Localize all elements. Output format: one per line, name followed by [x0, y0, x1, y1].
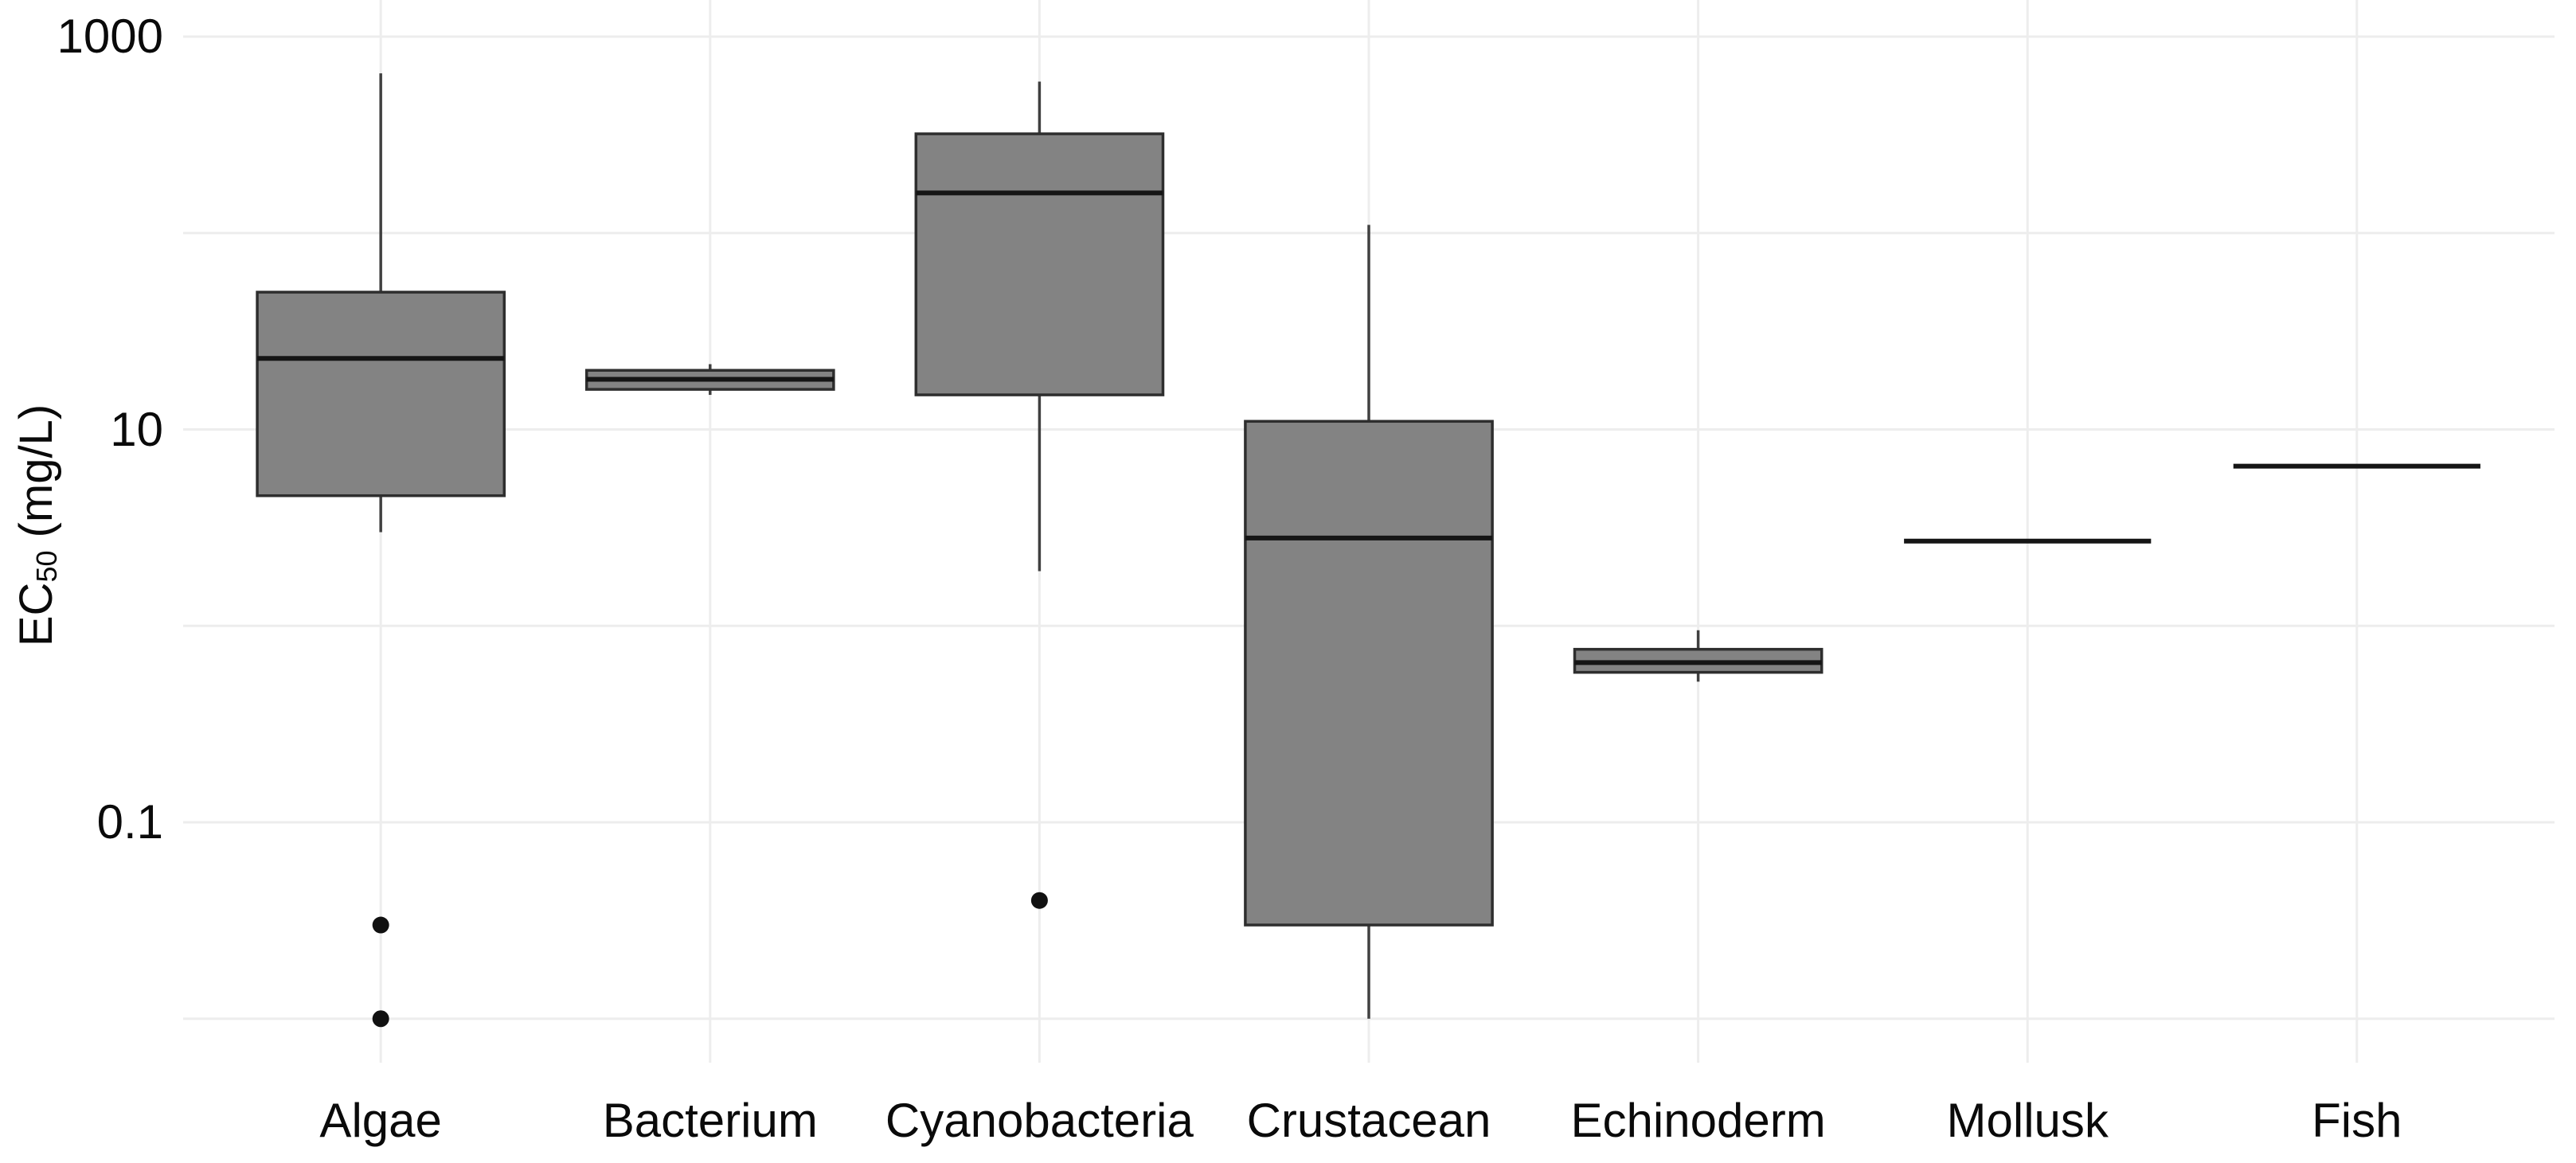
y-axis-title: EC50 (mg/L) — [10, 404, 64, 646]
y-axis-title-units: (mg/L) — [10, 404, 62, 551]
ytick-label-1000: 1000 — [57, 10, 163, 63]
xlabel-crustacean: Crustacean — [1246, 1094, 1491, 1147]
outlier-algae-0 — [372, 916, 389, 934]
outlier-cyanobacteria-0 — [1030, 892, 1048, 909]
xlabel-algae: Algae — [319, 1094, 442, 1147]
box-algae — [256, 291, 506, 498]
outlier-algae-1 — [372, 1010, 389, 1028]
y-axis-title-subscript: 50 — [30, 550, 64, 583]
ytick-label-0p1: 0.1 — [96, 795, 163, 849]
xlabel-bacterium: Bacterium — [602, 1094, 818, 1147]
box-crustacean — [1244, 420, 1494, 927]
xlabel-fish: Fish — [2312, 1094, 2402, 1147]
y-axis-title-prefix: EC — [10, 582, 62, 647]
xlabel-cyanobacteria: Cyanobacteria — [885, 1094, 1194, 1147]
ytick-label-10: 10 — [110, 402, 163, 456]
box-cyanobacteria — [914, 132, 1165, 396]
xlabel-mollusk: Mollusk — [1946, 1094, 2109, 1147]
xlabel-echinoderm: Echinoderm — [1570, 1094, 1826, 1147]
